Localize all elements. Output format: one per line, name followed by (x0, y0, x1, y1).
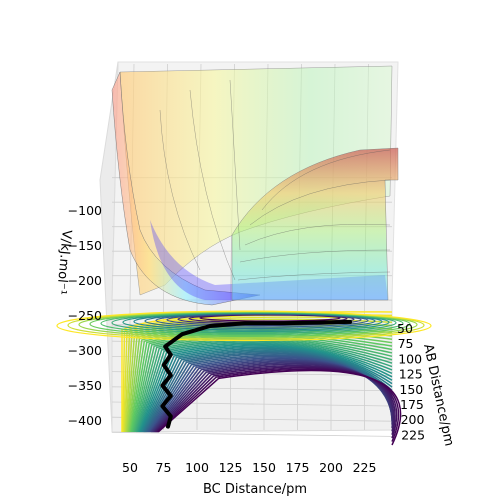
contour-line (142, 349, 393, 433)
contour-line (157, 369, 402, 446)
z-axis-label: V/kJ.mol⁻¹ (53, 229, 74, 295)
surface-ridge (231, 147, 399, 301)
y-axis-label: AB Distance/pm (420, 343, 456, 448)
z-tick-label: −150 (68, 238, 102, 253)
surface-left-wall (111, 71, 261, 306)
contour-line (140, 346, 393, 433)
z-tick-label: −200 (68, 273, 102, 288)
energy-surface (111, 65, 399, 306)
x-tick-label: 125 (219, 460, 243, 475)
x-tick-label: 100 (185, 460, 209, 475)
y-tick-label: 225 (401, 427, 425, 442)
contour-line (141, 347, 393, 433)
x-tick-label: 75 (156, 460, 172, 475)
contour-ring (56, 310, 432, 342)
contour-line (138, 342, 393, 433)
y-tick-label: 175 (400, 397, 424, 412)
z-tick-label: −100 (68, 203, 102, 218)
z-axis-ticks: −100 −150 −200 −250 −300 −350 −400 (68, 203, 102, 428)
contour-line (138, 343, 393, 433)
contour-line (135, 338, 393, 433)
z-tick-label: −400 (68, 413, 102, 428)
x-axis-ticks: 50 75 100 125 150 175 200 225 (122, 460, 376, 475)
y-tick-label: 150 (399, 382, 423, 397)
surface-mesh (159, 79, 391, 281)
y-tick-label: 200 (401, 412, 425, 427)
y-tick-label: 75 (398, 336, 414, 351)
x-tick-label: 150 (252, 460, 276, 475)
y-tick-label: 50 (397, 321, 413, 336)
x-tick-label: 200 (319, 460, 343, 475)
contour-line (136, 339, 393, 433)
contour-line (137, 341, 393, 433)
y-tick-label: 125 (399, 367, 423, 382)
z-tick-label: −300 (68, 343, 102, 358)
z-tick-label: −350 (68, 378, 102, 393)
x-tick-label: 225 (353, 460, 377, 475)
reaction-trajectory (160, 319, 352, 429)
contour-line (139, 345, 393, 433)
y-tick-label: 100 (398, 351, 422, 366)
x-axis-label: BC Distance/pm (203, 482, 307, 497)
x-tick-label: 175 (286, 460, 310, 475)
z-tick-label: −250 (68, 308, 102, 323)
x-tick-label: 50 (122, 460, 138, 475)
